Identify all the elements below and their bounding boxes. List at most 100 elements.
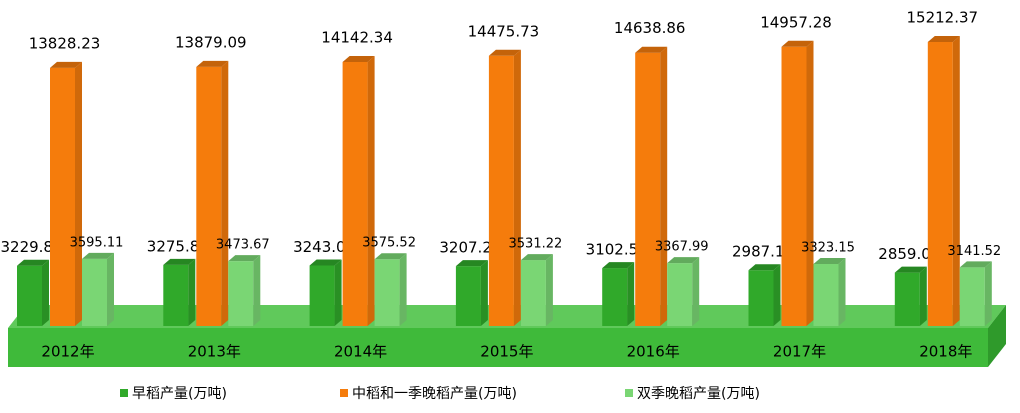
bar-front [342, 61, 368, 326]
bar [196, 60, 229, 327]
bar-top [196, 60, 229, 67]
platform-front [8, 328, 988, 367]
bar [82, 252, 114, 326]
data-label: 3243.05 [293, 238, 355, 256]
bar-side [545, 254, 553, 326]
bar-side [399, 253, 407, 326]
bar [374, 253, 407, 326]
bar-front [163, 264, 189, 326]
bar-front [781, 46, 807, 327]
x-tick-label: 2015年 [480, 343, 533, 361]
data-label: 3595.11 [70, 235, 124, 250]
data-label: 13879.09 [175, 33, 247, 51]
bar-top [813, 257, 846, 264]
x-tick-label: 2017年 [773, 343, 826, 361]
bar [50, 61, 82, 327]
bar-top [17, 259, 49, 266]
bar-side [253, 255, 261, 326]
bar-front [813, 263, 839, 326]
data-label: 15212.37 [907, 9, 979, 27]
legend-swatch [120, 389, 128, 397]
data-label: 3367.99 [655, 240, 709, 255]
bar-top [748, 264, 781, 271]
data-label: 2859.02 [878, 245, 940, 263]
bar [163, 258, 196, 326]
bar [17, 259, 49, 326]
data-label: 3141.52 [947, 244, 1001, 259]
bar-front [228, 261, 254, 326]
bar-front [309, 265, 335, 326]
x-tick-label: 2014年 [334, 343, 387, 361]
bar [520, 254, 553, 326]
bar-side [334, 259, 342, 326]
bar-side [221, 60, 229, 327]
bar-top [374, 253, 407, 260]
bar [959, 261, 992, 326]
bar-top [781, 40, 814, 47]
data-label: 14142.34 [321, 28, 393, 46]
bar [342, 55, 375, 326]
legend-swatch [625, 389, 633, 397]
bar [894, 266, 927, 326]
data-label: 3323.15 [801, 240, 855, 255]
bar-front [196, 66, 222, 327]
bar-side [188, 258, 196, 326]
bar-side [107, 252, 114, 326]
bar-top [342, 55, 375, 62]
bar-side [919, 266, 927, 326]
bar-front [959, 267, 985, 326]
data-label: 3575.52 [362, 236, 416, 251]
bar-top [309, 259, 342, 266]
bar [228, 255, 261, 326]
data-label: 3102.57 [586, 241, 648, 259]
data-label: 14475.73 [468, 22, 540, 40]
bar [748, 264, 781, 326]
bar-side [480, 260, 488, 326]
bar-front [927, 42, 953, 326]
bar [667, 257, 700, 326]
bar-top [927, 36, 960, 42]
bar-front [82, 258, 107, 326]
legend-swatch [340, 389, 348, 397]
bar [927, 36, 960, 326]
platform-side [988, 305, 1006, 367]
x-tick-label: 2013年 [188, 343, 241, 361]
bar-front [894, 272, 920, 326]
bar-side [42, 259, 49, 326]
bar-top [488, 49, 521, 56]
bar-top [602, 262, 635, 269]
bar-side [692, 257, 700, 326]
bar [488, 49, 521, 326]
data-label: 3229.89 [0, 238, 62, 256]
bar [309, 259, 342, 326]
data-label: 13828.23 [29, 34, 101, 52]
bar-side [627, 262, 635, 326]
bar [813, 257, 846, 326]
bar [781, 40, 814, 327]
bar-top [50, 61, 82, 68]
bar-front [488, 55, 514, 326]
bar-front [17, 265, 42, 326]
bar-top [163, 258, 196, 265]
bar-side [952, 36, 960, 326]
data-label: 3207.25 [439, 239, 501, 257]
bar-top [635, 46, 668, 53]
bar-top [228, 255, 261, 262]
data-label: 14638.86 [614, 19, 686, 37]
bar-side [660, 46, 668, 326]
bar-front [520, 260, 546, 326]
bar-front [602, 268, 628, 326]
x-tick-label: 2012年 [41, 343, 94, 361]
bar [455, 260, 488, 326]
data-label: 3473.67 [216, 238, 270, 253]
bar-front [50, 67, 75, 327]
bar-side [513, 49, 521, 326]
legend-label: 中稻和一季晚稻产量(万吨) [352, 386, 517, 402]
bar-top [959, 261, 992, 268]
bar-top [455, 260, 488, 267]
bar-side [806, 40, 814, 327]
x-tick-label: 2016年 [627, 343, 680, 361]
bar-top [667, 257, 700, 264]
